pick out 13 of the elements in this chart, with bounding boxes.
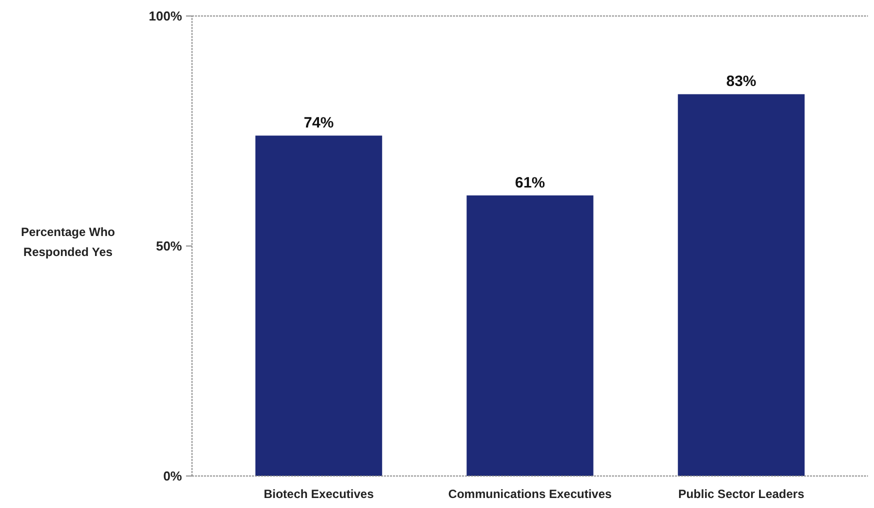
data-label: 61%	[514, 174, 546, 192]
data-label: 74%	[304, 114, 334, 132]
y-tick-label: 100%	[148, 8, 182, 24]
x-tick-label: Communications Executives	[448, 487, 612, 501]
x-tick-label: Biotech Executives	[264, 487, 374, 501]
y-axis-title: Percentage Who Responded Yes	[20, 225, 116, 259]
x-tick-label: Public Sector Leaders	[678, 487, 805, 501]
data-label: 83%	[726, 73, 756, 90]
bar	[255, 136, 382, 476]
bar	[678, 94, 805, 476]
bar	[466, 195, 594, 476]
y-tick-label: 0%	[163, 468, 182, 484]
y-tick-label: 50%	[156, 238, 182, 254]
